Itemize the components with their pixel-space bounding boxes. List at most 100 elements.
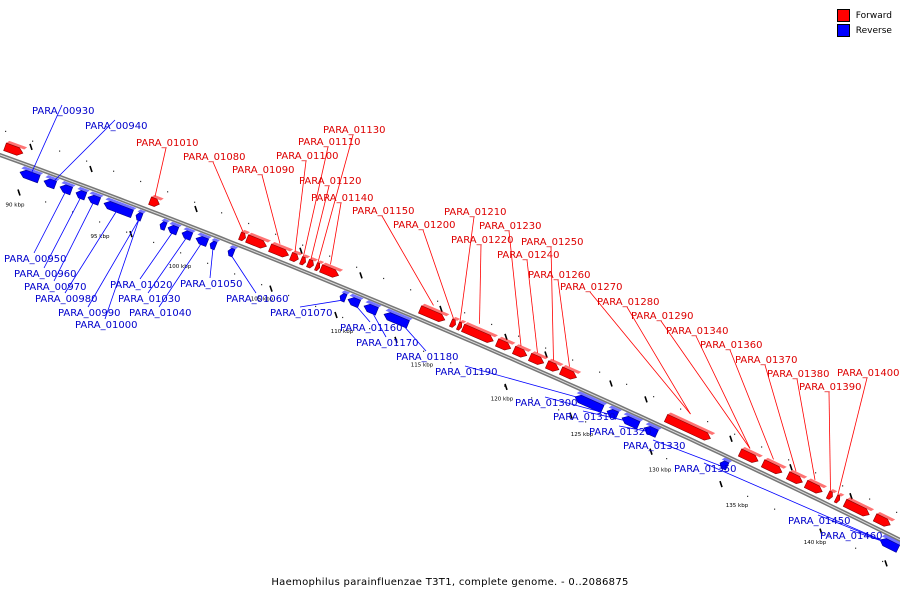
forward-gene-15-top — [515, 344, 532, 352]
reverse-gene-3-top — [77, 186, 90, 193]
scale-tick-label: 110 kbp — [331, 329, 354, 335]
reverse-gene-21-top — [721, 457, 733, 463]
dot-below — [477, 373, 479, 375]
reverse-gene-7-top — [161, 218, 170, 223]
scale-tick-label: 140 kbp — [804, 540, 827, 546]
reverse-gene-19-top — [623, 412, 644, 422]
genome-caption: Haemophilus parainfluenzae T3T1, complet… — [271, 577, 629, 588]
reverse-gene-label: PARA_01060 — [226, 294, 288, 305]
legend-forward-label: Forward — [855, 10, 892, 21]
reverse-leader-line — [299, 299, 344, 308]
forward-gene-label: PARA_01270 — [560, 282, 622, 293]
forward-gene-5-body — [289, 252, 299, 262]
forward-gene-label: PARA_01220 — [451, 235, 513, 246]
reverse-gene-16 — [383, 308, 413, 329]
forward-gene-7-body — [306, 258, 314, 269]
dash-below — [269, 285, 273, 292]
reverse-gene-label: PARA_01040 — [129, 308, 191, 319]
forward-gene-8 — [314, 260, 325, 272]
dot-below — [450, 362, 452, 364]
reverse-gene-16-body — [383, 312, 410, 329]
reverse-gene-label: PARA_00950 — [4, 254, 66, 265]
forward-gene-label: PARA_01210 — [444, 207, 506, 218]
reverse-leader-line — [29, 104, 63, 177]
forward-gene-27-body — [872, 513, 891, 527]
forward-leader-line — [764, 364, 797, 472]
dot-above — [356, 266, 358, 268]
reverse-gene-label: PARA_01020 — [110, 280, 172, 291]
reverse-leader-line — [817, 514, 891, 545]
forward-gene-6-body — [299, 256, 306, 266]
forward-leader-line — [660, 320, 751, 449]
reverse-gene-label: PARA_00930 — [32, 106, 94, 117]
forward-leader-line — [212, 161, 244, 232]
reverse-gene-7-body — [159, 221, 168, 231]
forward-gene-label: PARA_01090 — [232, 165, 294, 176]
forward-gene-18 — [558, 365, 582, 380]
forward-gene-22-top — [789, 469, 808, 479]
forward-gene-label: PARA_01200 — [393, 220, 455, 231]
reverse-gene-10-body — [195, 236, 210, 247]
dot-above — [5, 130, 7, 133]
forward-leader-line — [459, 216, 475, 322]
strand-dashes — [17, 143, 888, 567]
forward-leader-line — [317, 134, 354, 263]
reverse-gene-label: PARA_01050 — [180, 279, 242, 290]
dot-below — [423, 350, 425, 352]
dash-above — [29, 143, 33, 151]
forward-gene-19 — [663, 412, 716, 441]
backbone-highlight — [0, 154, 900, 541]
reverse-gene-17-top — [576, 391, 608, 406]
dot-above — [734, 433, 736, 435]
forward-gene-19-top — [667, 412, 716, 435]
scale-tick-label: 130 kbp — [649, 467, 672, 473]
reverse-gene-12-body — [227, 247, 236, 258]
forward-leader-line — [837, 377, 868, 495]
forward-gene-26 — [842, 497, 875, 517]
dash-above — [609, 380, 613, 387]
dot-above — [815, 472, 817, 474]
dot-above — [194, 201, 196, 203]
reverse-gene-4-top — [89, 191, 104, 198]
dash-below — [394, 336, 398, 344]
reverse-gene-7 — [159, 218, 170, 231]
dot-below — [207, 262, 209, 264]
dot-above — [788, 459, 790, 461]
reverse-leader-line — [87, 219, 140, 308]
forward-gene-18-top — [562, 365, 582, 374]
forward-gene-label: PARA_01110 — [298, 137, 360, 148]
reverse-gene-5 — [103, 197, 137, 219]
forward-gene-6-top — [302, 254, 311, 259]
dash-above — [89, 165, 93, 173]
forward-gene-25-top — [837, 492, 845, 497]
reverse-gene-label: PARA_01190 — [435, 367, 497, 378]
reverse-gene-label: PARA_01070 — [270, 308, 332, 319]
legend-forward-swatch — [836, 9, 850, 22]
forward-leader-line — [589, 291, 691, 415]
forward-leader-line — [303, 146, 329, 257]
forward-gene-6 — [299, 254, 311, 266]
forward-leader-line — [508, 230, 522, 346]
dash-below — [569, 412, 573, 419]
dot-below — [72, 211, 74, 213]
forward-leader-line — [154, 147, 167, 197]
dash-below — [649, 448, 653, 455]
dot-above — [653, 396, 655, 398]
reverse-gene-15 — [363, 300, 382, 316]
dot-below — [315, 305, 317, 308]
dot-above — [86, 160, 88, 162]
forward-gene-2-top — [241, 229, 251, 235]
dot-above — [518, 335, 520, 337]
dot-below — [261, 284, 263, 286]
reverse-gene-12-top — [229, 245, 239, 250]
forward-leader-line — [550, 246, 554, 361]
forward-gene-label: PARA_01400 — [837, 368, 899, 379]
legend: Forward Reverse — [836, 8, 892, 38]
forward-gene-1 — [148, 194, 164, 207]
reverse-gene-label: PARA_01310 — [553, 412, 615, 423]
dot-above — [626, 383, 628, 385]
dot-above — [32, 140, 34, 142]
forward-gene-27-top — [876, 512, 896, 522]
forward-gene-11 — [449, 316, 461, 328]
reverse-leader-line — [209, 247, 214, 279]
